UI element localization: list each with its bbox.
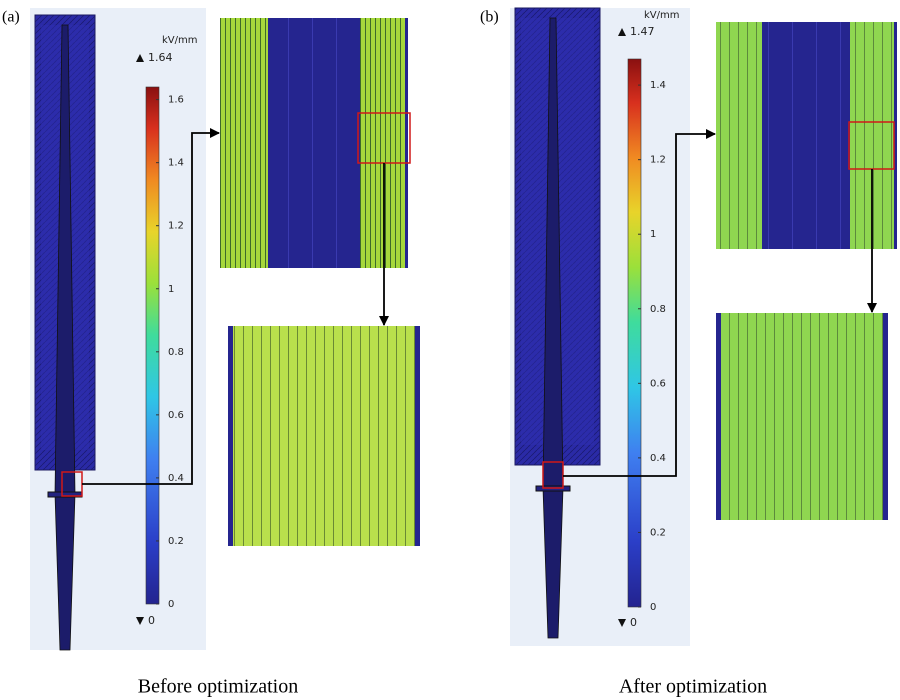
colorbar-tick-label: 0.6 [650, 378, 666, 389]
colorbar-tick-label: 1.2 [168, 221, 184, 232]
colorbar-unit: kV/mm [644, 10, 679, 21]
colorbar-tick-label: 0.2 [650, 527, 666, 538]
colorbar-tick-label: 0 [650, 602, 656, 613]
highlight-box [542, 461, 564, 489]
colorbar-min: 0 [630, 616, 637, 629]
colorbar-tick-label: 0.4 [650, 453, 666, 464]
zoom-view-2 [233, 326, 415, 546]
min-marker [618, 619, 626, 627]
colorbar-tick-label: 1 [650, 229, 656, 240]
stress-stripes [220, 18, 268, 268]
colorbar-tick-label: 1.4 [168, 158, 184, 169]
panel: 0 0.2 0.4 0.6 0.8 1 1.2 1.4 kV/mm 1.47 0 (b) After o… [480, 7, 897, 698]
arrow [563, 129, 716, 477]
colorbar [145, 86, 160, 605]
stress-stripes [716, 22, 762, 249]
panel-caption: After optimization [619, 676, 767, 698]
colorbar-tick-label: 0.8 [650, 304, 666, 315]
max-marker [618, 28, 626, 36]
panel-caption: Before optimization [138, 676, 299, 698]
panel-label: (a) [2, 9, 20, 26]
arrow [82, 128, 220, 485]
colorbar-tick-label: 1 [168, 284, 174, 295]
max-marker [136, 54, 144, 62]
colorbar-tick-label: 0.4 [168, 473, 184, 484]
colorbar-min: 0 [148, 614, 155, 627]
colorbar-tick-label: 0 [168, 599, 174, 610]
colorbar-tick-label: 1.6 [168, 95, 184, 106]
colorbar-tick-label: 1.4 [650, 80, 666, 91]
colorbar-max: 1.64 [148, 51, 173, 64]
colorbar-tick-label: 1.2 [650, 155, 666, 166]
colorbar-tick-label: 0.6 [168, 410, 184, 421]
colorbar-unit: kV/mm [162, 35, 197, 46]
panel: 0 0.2 0.4 0.6 0.8 1 1.2 1.4 1.6 kV/mm 1.64 0 (a) Befo… [2, 8, 420, 698]
colorbar-max: 1.47 [630, 25, 655, 38]
colorbar-tick-label: 0.8 [168, 347, 184, 358]
colorbar-tick-label: 0.2 [168, 536, 184, 547]
zoom-view-2 [721, 313, 883, 520]
min-marker [136, 617, 144, 625]
stress-stripes [360, 18, 405, 268]
panel-label: (b) [480, 9, 499, 26]
colorbar [627, 58, 642, 608]
